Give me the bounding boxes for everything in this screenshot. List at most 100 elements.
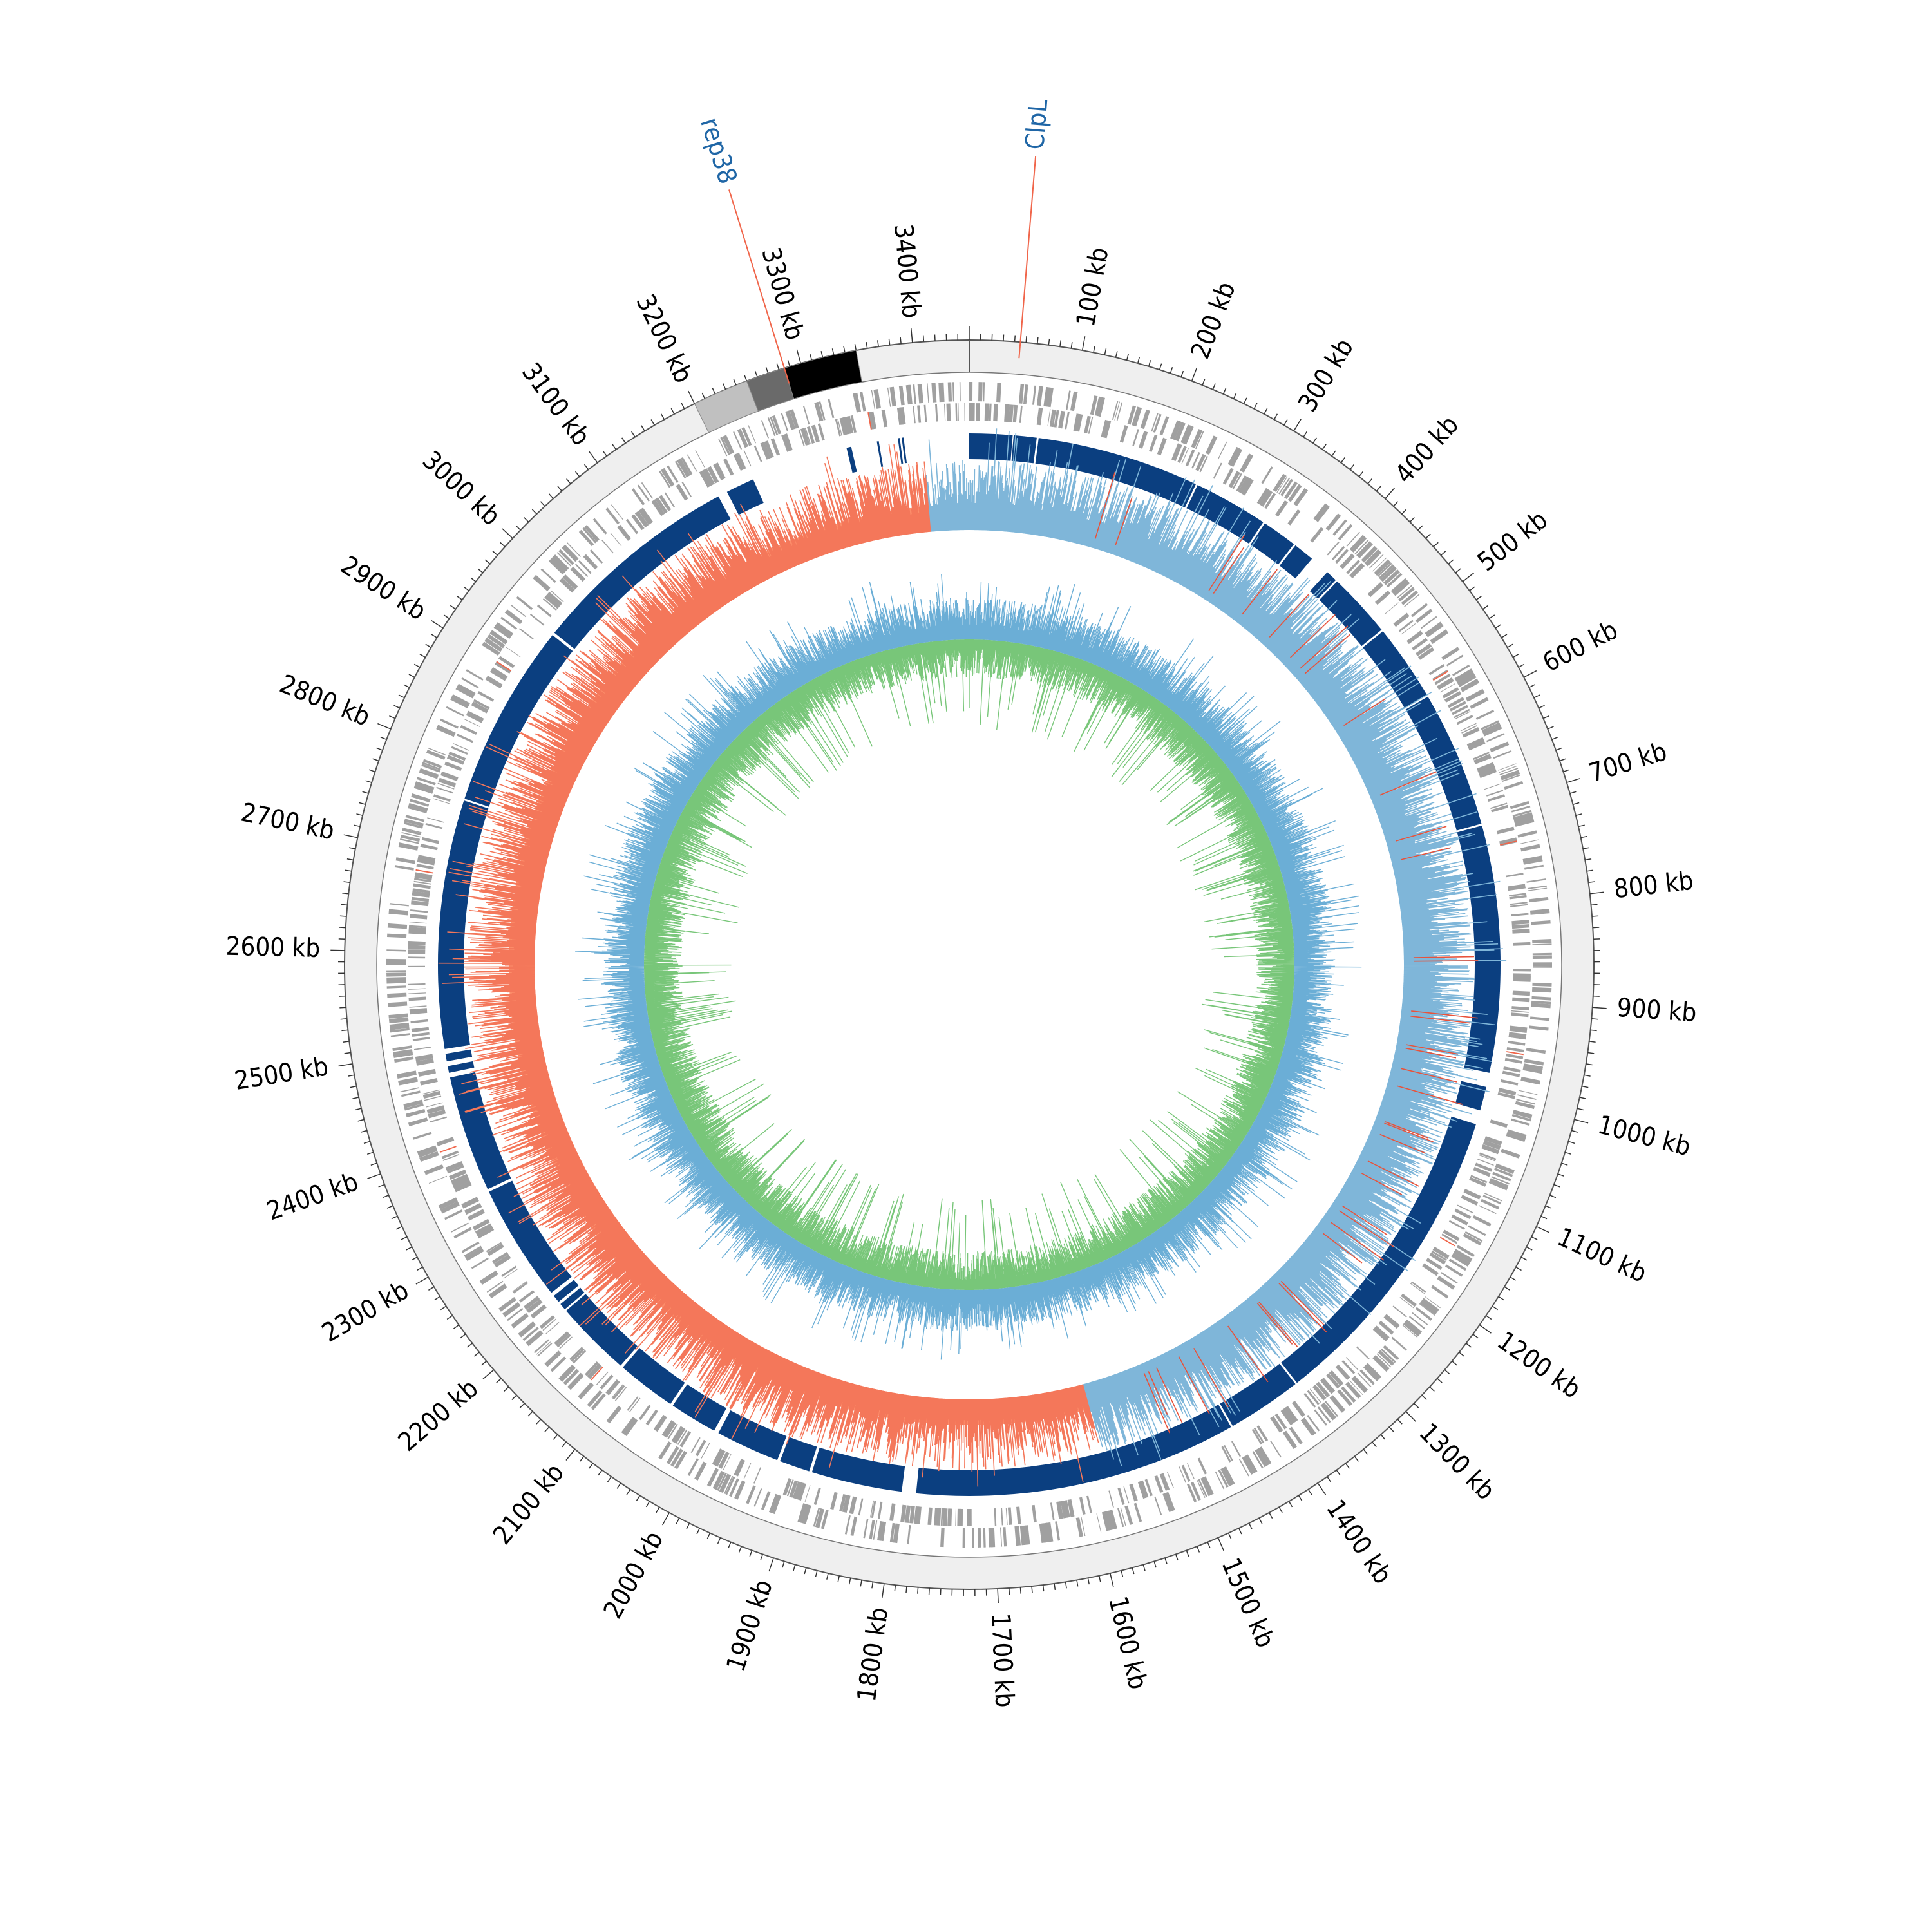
gene-mark [386, 977, 406, 981]
gene-mark [723, 1454, 732, 1470]
gene-mark [820, 1510, 829, 1530]
gene-mark [1056, 1501, 1064, 1519]
gene-mark [404, 819, 424, 827]
gene-mark [421, 837, 440, 844]
gene-mark [677, 1429, 688, 1445]
gene-mark [955, 1508, 956, 1526]
gene-mark [1511, 913, 1529, 917]
syntenic-block [898, 438, 904, 464]
gene-mark [416, 864, 434, 870]
gene-mark [596, 1371, 609, 1385]
gene-mark [927, 1507, 931, 1525]
gene-mark [770, 416, 779, 435]
gene-mark [1320, 1379, 1334, 1394]
gene-mark [667, 465, 679, 484]
gene-mark [461, 1197, 478, 1207]
gene-mark [432, 798, 450, 804]
gene-mark [1172, 421, 1182, 440]
gene-mark [785, 410, 796, 430]
gene-mark [1195, 453, 1206, 471]
gene-mark [1517, 830, 1537, 838]
gene-mark [1472, 752, 1490, 761]
gene-mark [706, 1468, 719, 1487]
gene-mark [428, 1109, 446, 1119]
gene-mark [1025, 384, 1028, 404]
gene-mark [408, 942, 426, 943]
gene-mark [641, 482, 654, 499]
gene-mark [1460, 723, 1477, 732]
gene-mark [1467, 739, 1486, 751]
gene-mark [1479, 1154, 1496, 1162]
gene-mark [1329, 1370, 1344, 1387]
gene-mark [1509, 893, 1527, 897]
gene-mark [1129, 1484, 1138, 1502]
gene-mark [1119, 425, 1128, 443]
gene-mark [1468, 1225, 1486, 1236]
gene-mark [464, 719, 480, 727]
gene-mark [1529, 896, 1549, 903]
gene-mark [1390, 578, 1408, 594]
gene-mark [1491, 1176, 1510, 1185]
gene-mark [554, 1332, 569, 1345]
gene-mark [484, 638, 503, 652]
gene-mark [411, 793, 431, 803]
gene-mark [900, 1504, 907, 1523]
gene-mark [1506, 1047, 1524, 1053]
gene-mark [486, 676, 503, 687]
gene-mark [390, 1033, 410, 1037]
gc-content-outer-spikes [574, 574, 1362, 1360]
gene-mark [1300, 1419, 1314, 1436]
syntenic-block [876, 441, 884, 467]
gene-mark [687, 454, 697, 472]
gene-mark [1287, 509, 1301, 526]
gene-mark [1501, 1148, 1520, 1159]
gene-mark [741, 427, 752, 446]
gene-mark [1242, 478, 1254, 496]
syntenic-block [1011, 435, 1037, 464]
gene-mark [447, 1165, 464, 1174]
gene-mark [1504, 781, 1524, 790]
gene-mark [1394, 614, 1409, 627]
gene-mark [934, 1508, 939, 1526]
gene-mark [578, 560, 592, 574]
gene-mark [690, 1437, 701, 1454]
gene-mark [408, 965, 426, 967]
inner-band-line [376, 372, 1562, 1558]
gene-mark [681, 457, 693, 475]
gene-mark [1127, 405, 1135, 425]
gene-mark [571, 1348, 585, 1362]
tick-label: 1300 kb [1414, 1417, 1501, 1506]
gene-mark [712, 1448, 722, 1465]
gene-mark [1520, 844, 1540, 852]
syntenic-block [566, 1294, 638, 1366]
tick-label: 3000 kb [417, 446, 506, 532]
gene-mark [536, 604, 552, 618]
gene-mark [395, 857, 416, 864]
gene-mark [1054, 410, 1059, 428]
gene-mark [445, 1160, 464, 1172]
gene-mark [794, 1481, 802, 1499]
gene-mark [1166, 1471, 1174, 1488]
gene-mark [409, 1005, 427, 1008]
gene-mark [386, 985, 406, 989]
gene-mark [802, 406, 810, 425]
gene-mark [419, 1151, 439, 1162]
gene-mark [873, 1520, 878, 1540]
gene-mark [402, 828, 422, 835]
gene-mark [1108, 1490, 1114, 1508]
gene-mark [542, 1318, 557, 1331]
gene-mark [442, 1153, 460, 1161]
gene-mark [1527, 885, 1547, 889]
gene-mark [1307, 1414, 1320, 1432]
gene-mark [1261, 466, 1273, 484]
gene-mark [1532, 957, 1552, 959]
gene-mark-highlight [1506, 1051, 1524, 1056]
gene-mark [471, 1257, 489, 1269]
gene-mark [1523, 857, 1543, 865]
gene-mark [587, 1390, 603, 1408]
syntenic-block [902, 437, 907, 464]
gene-mark [1270, 1440, 1282, 1458]
gene-mark [1327, 541, 1340, 556]
gene-mark [563, 1368, 580, 1385]
gene-mark [645, 1409, 658, 1426]
